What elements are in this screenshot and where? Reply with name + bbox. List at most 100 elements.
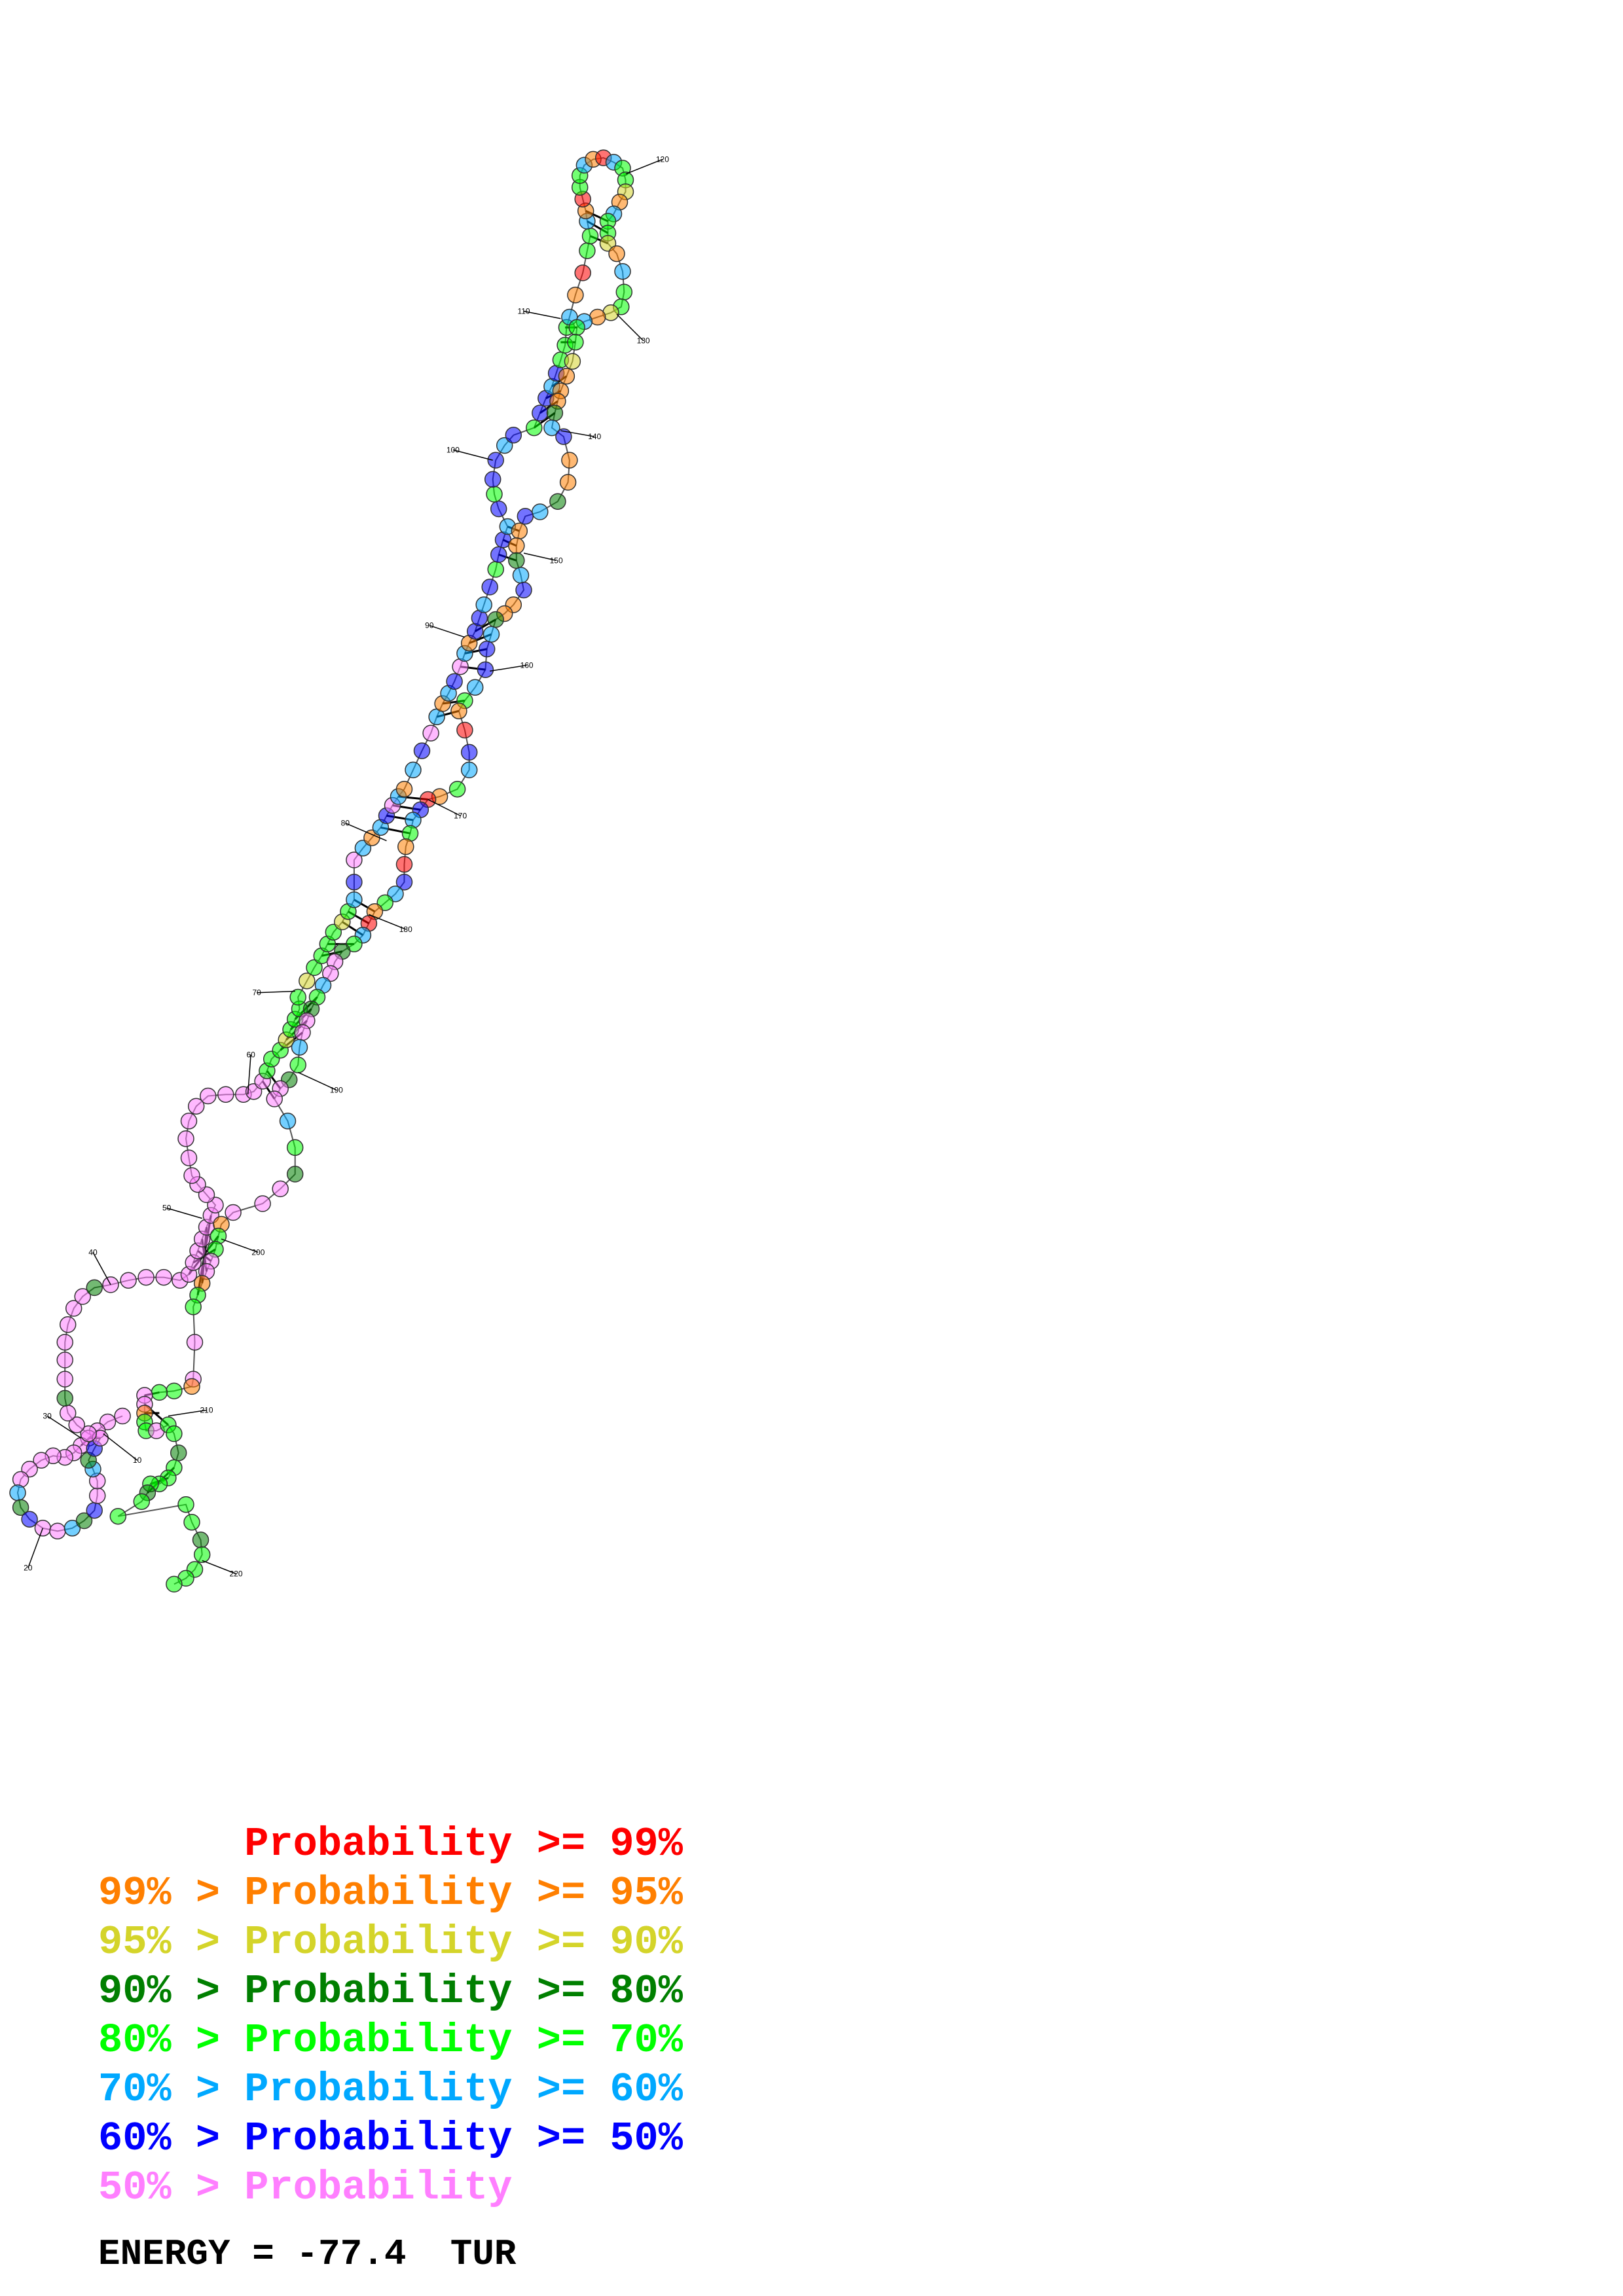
position-tick-label: 130 [637,336,650,346]
tick-leader [523,552,556,562]
nucleotide [608,245,625,262]
nucleotide [80,1425,97,1443]
nucleotide [460,761,478,779]
nucleotide [484,471,501,488]
backbone [16,157,627,1585]
legend-suffix: >= 90% [512,1919,683,1965]
legend-label: Probability [244,2066,513,2113]
nucleotide [9,1484,26,1501]
nucleotide [217,1086,234,1103]
tick-leader [429,624,465,638]
nucleotide [567,286,584,304]
nucleotide [286,1166,304,1183]
nucleotide [543,419,560,437]
legend-row: 60% > Probability >= 50% [98,2114,818,2163]
legend-prefix: 70% > [98,2066,245,2113]
legend-row: 90% > Probability >= 80% [98,1967,818,2016]
nucleotide [517,508,534,525]
position-tick-label: 70 [252,988,261,997]
nucleotide [567,334,584,351]
base-pairs [80,209,609,1494]
nucleotide [192,1532,210,1549]
tick-leader [345,822,387,842]
position-tick-label: 220 [230,1570,243,1579]
tick-leader [452,449,493,461]
nucleotide [346,873,363,891]
position-tick-label: 210 [200,1405,213,1414]
tick-leader [257,990,295,994]
nucleotide [137,1268,155,1286]
legend-label: Probability [244,1968,513,2015]
nucleotide [397,838,414,855]
tick-leader [103,1433,138,1461]
nucleotide [448,780,466,798]
nucleotide [133,1493,151,1510]
backbone-line [16,157,627,1585]
nucleotide [466,679,484,696]
nucleotide [75,1512,93,1530]
nucleotide [555,428,572,445]
nucleotide [12,1499,29,1516]
nucleotide [512,567,530,584]
nucleotide [109,1507,127,1525]
nucleotide [166,1575,183,1593]
nucleotide [477,661,494,678]
tick-leader [428,798,461,816]
position-tick-label: 30 [43,1411,52,1420]
nucleotide [346,891,363,908]
position-tick-label: 140 [588,432,601,441]
legend-suffix: >= 70% [512,2017,683,2064]
legend-suffix: >= 80% [512,1968,683,2015]
nucleotide [505,427,522,444]
nucleotide [614,262,631,280]
position-tick-label: 150 [550,556,563,565]
tick-leader [202,1560,236,1575]
nucleotide [59,1316,77,1333]
nucleotide [177,1130,194,1147]
nucleotide [289,988,306,1006]
nucleotide [450,702,467,720]
legend-prefix: 99% > [98,1870,245,1916]
position-tick-label: 10 [133,1456,142,1465]
nucleotide [615,283,633,300]
nucleotide [487,452,504,469]
nucleotide [515,581,532,599]
nucleotide [574,264,591,281]
nucleotide [564,353,581,370]
nucleotide [225,1204,242,1221]
legend-row: 80% > Probability >= 70% [98,2016,818,2065]
nucleotide [86,1501,103,1519]
position-tick-label: 40 [88,1247,98,1257]
position-tick-label: 80 [341,819,350,828]
nucleotide [254,1195,271,1212]
nucleotide [446,673,463,690]
nucleotide [395,855,413,873]
position-tick-label: 20 [24,1564,33,1573]
legend-label: Probability [244,2164,513,2211]
nucleotide [460,744,478,761]
legend-prefix: 90% > [98,1968,245,2015]
tick-leader [369,914,407,930]
nucleotide [180,1149,198,1166]
legend-row: 95% > Probability >= 90% [98,1918,818,1967]
nucleotide [88,1487,106,1504]
legend-row: Probability >= 99% [98,1820,818,1869]
nucleotide [405,761,422,779]
nucleotide [486,486,503,503]
nucleotide [559,474,577,491]
nucleotide [395,873,413,891]
position-tick-label: 110 [517,307,530,316]
nucleotide [286,1139,304,1157]
nucleotide [166,1382,183,1399]
nucleotide [33,1452,50,1469]
nucleotide [59,1405,77,1422]
nucleotide [56,1390,73,1407]
nucleotide [294,1024,311,1041]
tick-leader [490,664,527,672]
position-tick-label: 120 [656,154,669,164]
position-tick-label: 90 [425,621,434,630]
tick-leader [92,1251,111,1285]
nucleotide [289,1056,306,1073]
nucleotide [21,1511,38,1528]
nucleotide [322,965,339,982]
